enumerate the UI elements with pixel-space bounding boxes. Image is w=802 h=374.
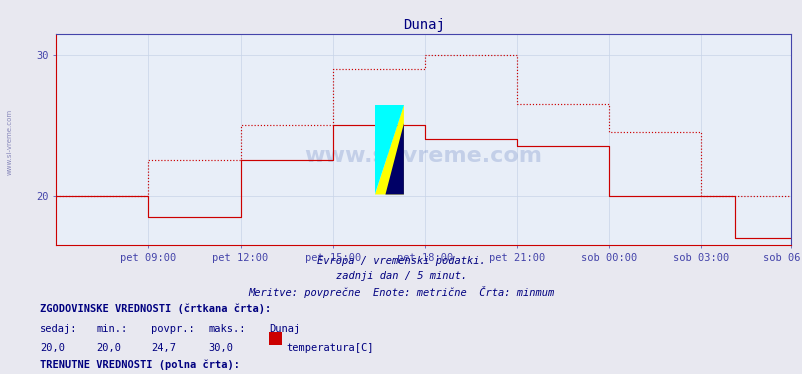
Text: www.si-vreme.com: www.si-vreme.com (304, 146, 542, 166)
Text: min.:: min.: (96, 324, 128, 334)
Text: TRENUTNE VREDNOSTI (polna črta):: TRENUTNE VREDNOSTI (polna črta): (40, 360, 240, 370)
Text: ZGODOVINSKE VREDNOSTI (črtkana črta):: ZGODOVINSKE VREDNOSTI (črtkana črta): (40, 304, 271, 314)
Text: 20,0: 20,0 (96, 343, 121, 353)
Text: Dunaj: Dunaj (269, 324, 300, 334)
Text: www.si-vreme.com: www.si-vreme.com (6, 109, 13, 175)
Text: sedaj:: sedaj: (40, 324, 78, 334)
Text: temperatura[C]: temperatura[C] (286, 343, 374, 353)
Text: maks.:: maks.: (209, 324, 246, 334)
Title: Dunaj: Dunaj (402, 18, 444, 33)
Text: 24,7: 24,7 (151, 343, 176, 353)
Text: 30,0: 30,0 (209, 343, 233, 353)
Text: 20,0: 20,0 (40, 343, 65, 353)
Text: Meritve: povprečne  Enote: metrične  Črta: minmum: Meritve: povprečne Enote: metrične Črta:… (248, 286, 554, 298)
Text: Evropa / vremenski podatki.: Evropa / vremenski podatki. (317, 256, 485, 266)
Text: zadnji dan / 5 minut.: zadnji dan / 5 minut. (335, 271, 467, 281)
Text: povpr.:: povpr.: (151, 324, 194, 334)
